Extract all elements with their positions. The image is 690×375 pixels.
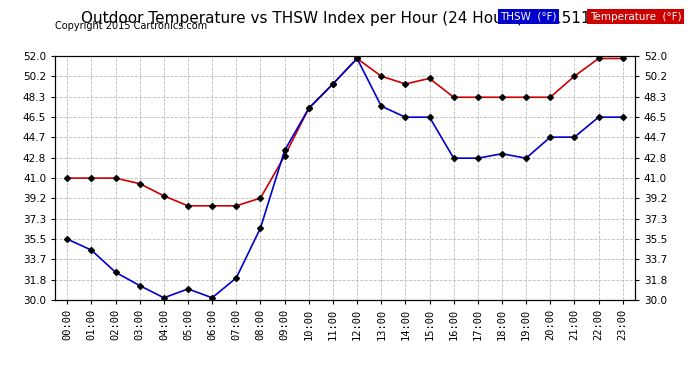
Text: Copyright 2015 Cartronics.com: Copyright 2015 Cartronics.com (55, 21, 207, 31)
Text: Outdoor Temperature vs THSW Index per Hour (24 Hours)  20151125: Outdoor Temperature vs THSW Index per Ho… (81, 11, 609, 26)
Text: THSW  (°F): THSW (°F) (500, 12, 557, 22)
Text: Temperature  (°F): Temperature (°F) (590, 12, 682, 22)
